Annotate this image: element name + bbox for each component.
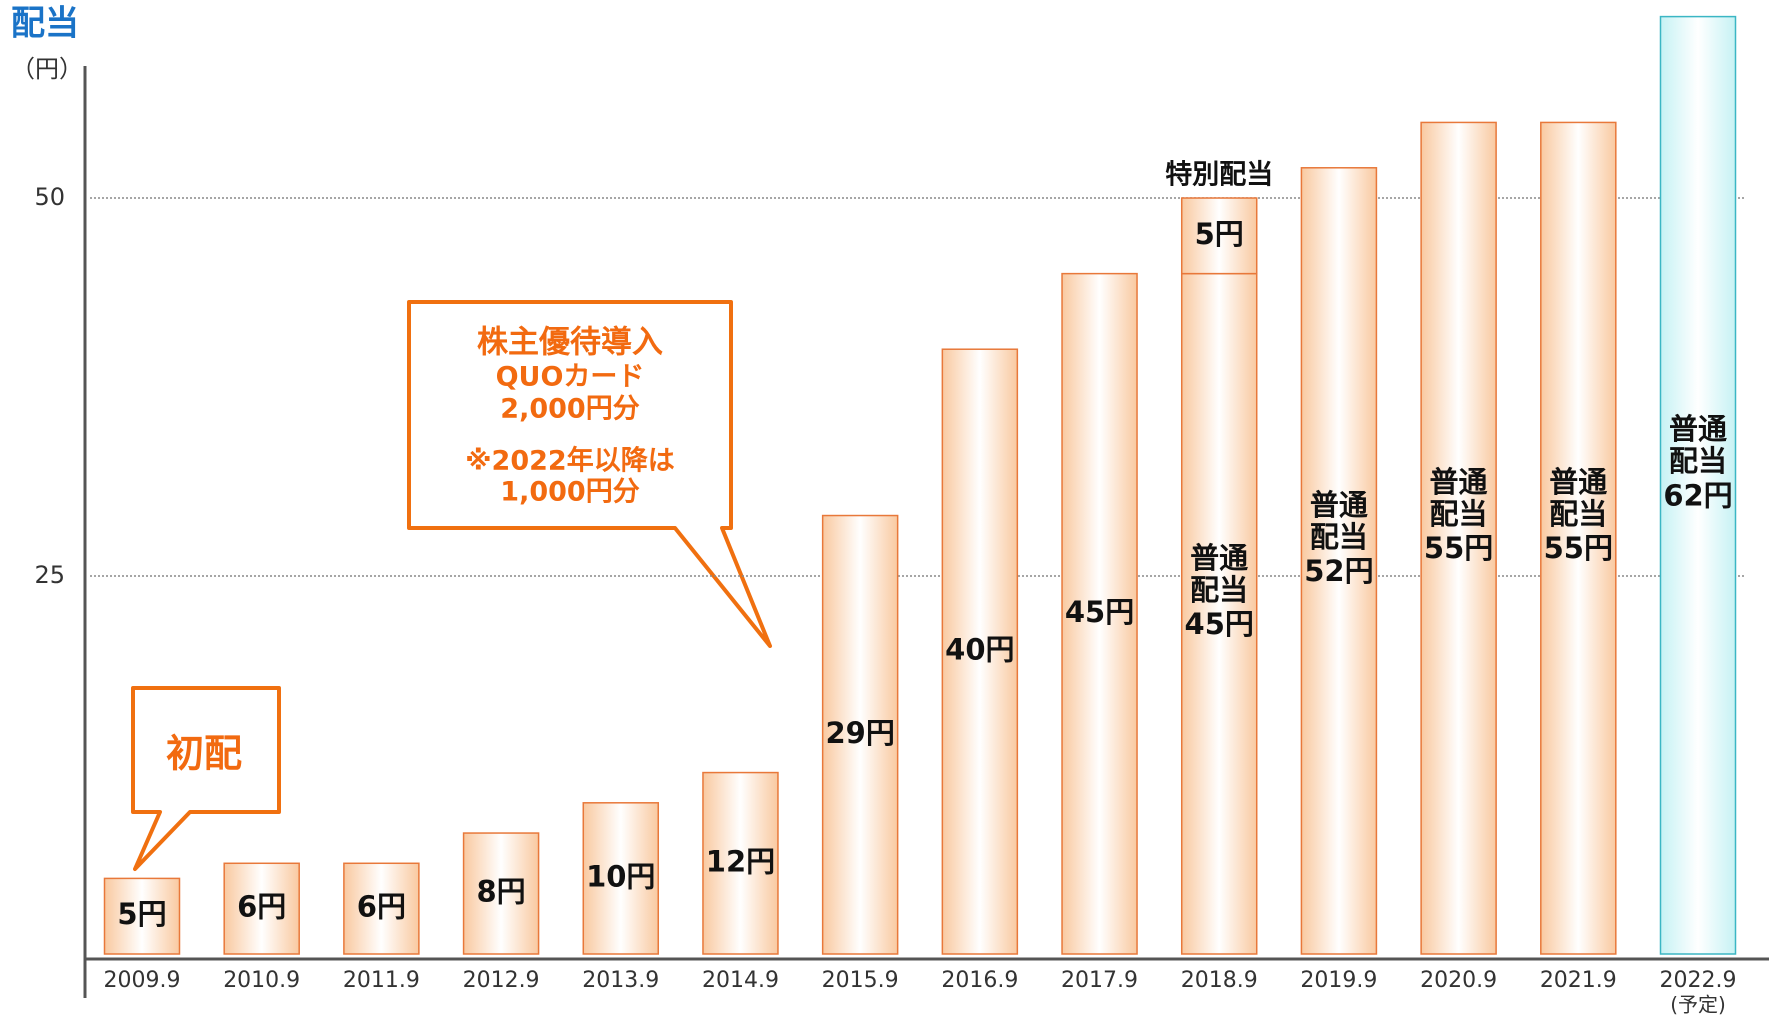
x-tick-label: 2018.9 bbox=[1181, 968, 1258, 993]
y-axis-label: （円） bbox=[11, 55, 83, 83]
bar bbox=[1659, 15, 1737, 955]
value-label: 40円 bbox=[945, 633, 1014, 667]
value-label: 52円 bbox=[1304, 554, 1373, 588]
value-label: 55円 bbox=[1544, 531, 1613, 565]
value-label: 55円 bbox=[1424, 531, 1493, 565]
value-label: 6円 bbox=[237, 890, 286, 924]
bar-inner-label: 普通配当 bbox=[1190, 540, 1249, 607]
bar bbox=[1061, 272, 1138, 955]
bar-inner-label: 普通配当 bbox=[1309, 487, 1368, 554]
annotation: 初配 bbox=[166, 732, 242, 776]
x-tick-label: 2015.9 bbox=[822, 968, 899, 993]
value-label: 5円 bbox=[1195, 217, 1244, 251]
series-label: 特別配当 bbox=[1165, 160, 1273, 191]
bar-inner-label: 普通配当 bbox=[1549, 465, 1608, 532]
bar bbox=[941, 348, 1019, 955]
bar bbox=[1540, 121, 1617, 955]
bar bbox=[462, 832, 540, 955]
x-tick-label: 2020.9 bbox=[1420, 968, 1497, 993]
bar bbox=[582, 802, 660, 955]
bar bbox=[343, 862, 420, 955]
x-tick-label: 2013.9 bbox=[582, 968, 659, 993]
chart-title: 配当 bbox=[11, 4, 79, 44]
x-tick-label: 2019.9 bbox=[1300, 968, 1377, 993]
callout-benefit bbox=[407, 300, 772, 648]
x-tick-label: 2009.9 bbox=[104, 968, 181, 993]
annotation: ※2022年以降は bbox=[465, 445, 674, 477]
bar bbox=[1180, 197, 1258, 275]
y-tick-label: 50 bbox=[34, 183, 65, 211]
y-tick-label: 25 bbox=[34, 561, 65, 589]
annotation: 株主優待導入 bbox=[477, 325, 663, 361]
value-label: 6円 bbox=[357, 890, 406, 924]
bar bbox=[1420, 121, 1497, 955]
value-label: 5円 bbox=[117, 897, 166, 931]
bar-inner-label: 普通配当 bbox=[1429, 465, 1488, 532]
x-tick-note: (予定) bbox=[1670, 993, 1726, 1017]
x-tick-label: 2012.9 bbox=[463, 968, 540, 993]
bar bbox=[103, 877, 181, 955]
x-tick-label: 2022.9 bbox=[1660, 968, 1737, 993]
value-label: 45円 bbox=[1065, 595, 1134, 629]
bar bbox=[223, 862, 300, 955]
x-tick-label: 2011.9 bbox=[343, 968, 420, 993]
x-tick-label: 2016.9 bbox=[941, 968, 1018, 993]
annotation: QUOカード bbox=[496, 362, 645, 393]
x-tick-label: 2014.9 bbox=[702, 968, 779, 993]
callout-first bbox=[131, 686, 281, 871]
annotation: 1,000円分 bbox=[500, 477, 639, 508]
value-label: 8円 bbox=[476, 875, 525, 909]
value-label: 62円 bbox=[1663, 478, 1732, 512]
value-label: 29円 bbox=[825, 716, 894, 750]
value-label: 45円 bbox=[1185, 607, 1254, 641]
bar bbox=[821, 514, 899, 955]
value-label: 10円 bbox=[586, 859, 655, 893]
annotation: 2,000円分 bbox=[500, 394, 639, 425]
bar-inner-label: 普通配当 bbox=[1668, 412, 1727, 479]
x-tick-label: 2017.9 bbox=[1061, 968, 1138, 993]
bar bbox=[1300, 167, 1378, 955]
x-tick-label: 2010.9 bbox=[223, 968, 300, 993]
x-tick-label: 2021.9 bbox=[1540, 968, 1617, 993]
value-label: 12円 bbox=[706, 844, 775, 878]
bar bbox=[702, 771, 779, 955]
